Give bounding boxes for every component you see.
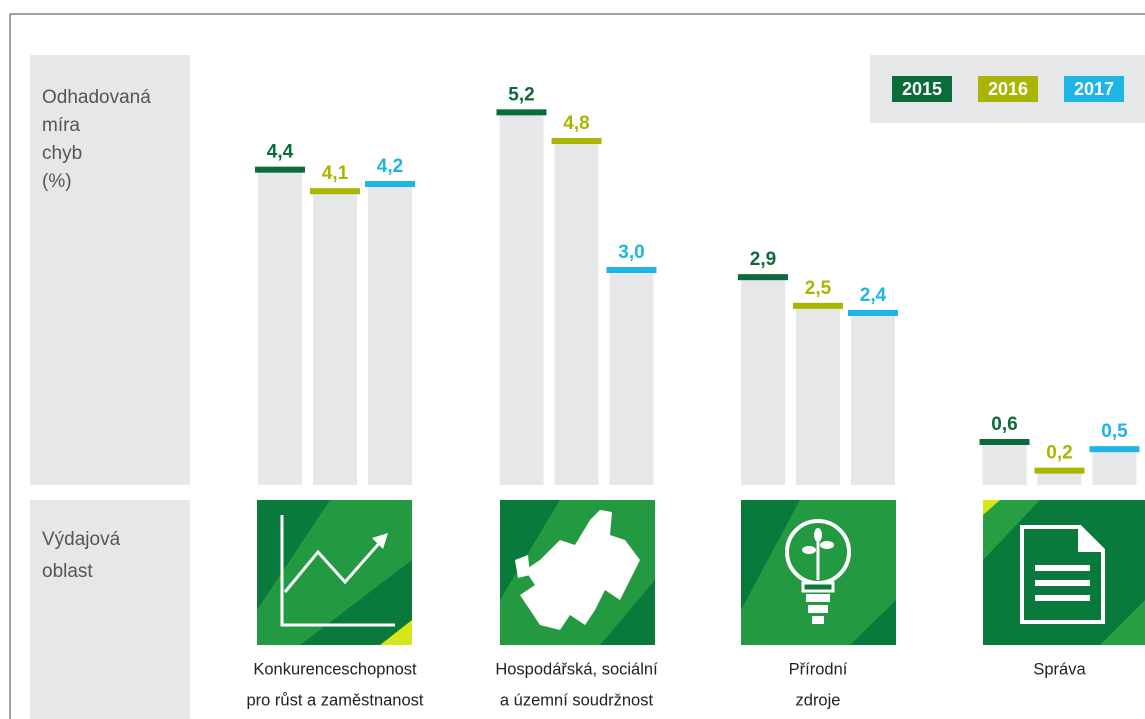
axis-label: oblast bbox=[42, 561, 93, 582]
bar-cap bbox=[979, 439, 1030, 445]
icon-growth bbox=[257, 500, 412, 645]
axis-label: (%) bbox=[42, 171, 72, 192]
x-tick-label: a územní soudržnost bbox=[500, 691, 654, 709]
bar bbox=[982, 442, 1027, 485]
x-tick-label: zdroje bbox=[796, 691, 841, 709]
value-label: 4,2 bbox=[377, 156, 403, 177]
icons bbox=[257, 500, 1145, 645]
legend-swatch bbox=[978, 76, 1038, 102]
bar bbox=[796, 305, 840, 485]
value-label: 0,2 bbox=[1046, 443, 1072, 464]
bar bbox=[368, 184, 412, 485]
bar bbox=[741, 277, 785, 485]
legend-label: 2016 bbox=[988, 79, 1028, 99]
bar bbox=[851, 313, 895, 485]
bar-cap bbox=[793, 302, 843, 309]
bar bbox=[258, 169, 302, 485]
value-label: 4,8 bbox=[563, 113, 589, 134]
bar-cap bbox=[310, 188, 360, 195]
bar-cap bbox=[738, 274, 788, 281]
axis-label: Výdajová bbox=[42, 529, 121, 550]
legend-label: 2015 bbox=[902, 79, 942, 99]
value-label: 4,4 bbox=[267, 142, 294, 163]
bar bbox=[554, 141, 599, 485]
bar-cap bbox=[365, 181, 415, 187]
x-tick-label: Konkurenceschopnost bbox=[253, 660, 417, 678]
bar-cap bbox=[496, 109, 547, 116]
bar bbox=[499, 112, 544, 485]
bar-cap bbox=[1089, 446, 1140, 453]
x-tick-label: Hospodářská, sociální bbox=[495, 660, 658, 678]
value-label: 2,9 bbox=[750, 249, 776, 270]
bar bbox=[1092, 449, 1137, 485]
icon-document bbox=[983, 500, 1145, 645]
bar bbox=[313, 191, 357, 485]
bar bbox=[609, 270, 654, 485]
label-panel bbox=[30, 55, 190, 485]
bar-cap bbox=[1034, 467, 1085, 474]
legend-label: 2017 bbox=[1074, 79, 1114, 99]
bar-cap bbox=[848, 310, 898, 316]
value-label: 4,1 bbox=[322, 163, 349, 184]
axis-label: Odhadovaná bbox=[42, 87, 151, 108]
x-tick-label: Přírodní bbox=[789, 660, 848, 678]
axis-label: chyb bbox=[42, 143, 82, 164]
bar-cap bbox=[255, 166, 305, 173]
x-tick-label: Správa bbox=[1033, 660, 1086, 678]
x-tick-label: pro růst a zaměstnanost bbox=[246, 691, 423, 709]
value-label: 2,4 bbox=[860, 285, 887, 306]
label-panel bbox=[30, 500, 190, 719]
value-label: 5,2 bbox=[508, 84, 534, 105]
icon-bulb bbox=[741, 500, 896, 645]
bar-cap bbox=[606, 267, 657, 273]
bar-cap bbox=[551, 138, 602, 144]
legend-swatch bbox=[1064, 76, 1124, 102]
value-label: 0,6 bbox=[991, 414, 1017, 435]
bar bbox=[1037, 470, 1082, 485]
value-label: 0,5 bbox=[1101, 421, 1128, 442]
value-label: 3,0 bbox=[618, 242, 644, 263]
value-label: 2,5 bbox=[805, 278, 832, 299]
axis-label: míra bbox=[42, 115, 80, 136]
legend-swatch bbox=[892, 76, 952, 102]
icon-europe bbox=[500, 500, 655, 645]
